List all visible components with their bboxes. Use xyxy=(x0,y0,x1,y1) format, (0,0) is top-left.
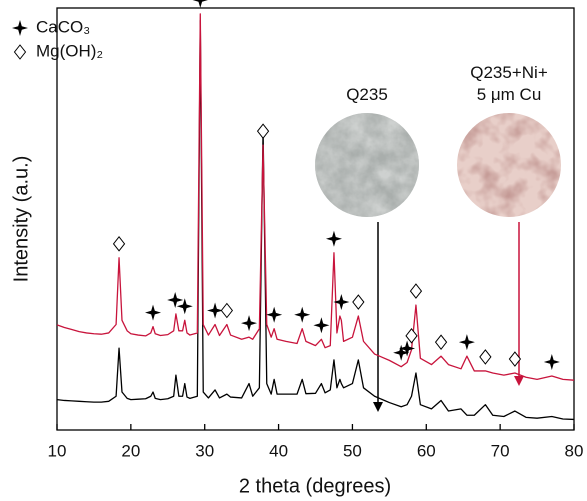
phase-marker xyxy=(544,354,560,370)
legend-symbol xyxy=(15,45,26,59)
arrow-head xyxy=(373,402,383,412)
phase-marker xyxy=(436,335,447,349)
x-tick-label: 60 xyxy=(417,441,436,460)
page: 2 theta (degrees) Intensity (a.u.) 10 20 3… xyxy=(0,0,587,501)
x-tick-label: 20 xyxy=(121,441,140,460)
phase-marker xyxy=(313,317,329,333)
phase-marker xyxy=(114,237,125,251)
phase-marker xyxy=(241,315,257,331)
inset-label: Q235 xyxy=(323,84,411,106)
arrow-head xyxy=(514,376,524,386)
y-axis-label: Intensity (a.u.) xyxy=(10,156,32,283)
legend-label: Mg(OH)₂ xyxy=(36,41,103,60)
x-tick-label: 50 xyxy=(343,441,362,460)
phase-marker xyxy=(459,334,475,350)
phase-marker xyxy=(406,329,417,343)
inset-label: Q235+Ni+ 5 μm Cu xyxy=(465,62,553,106)
phase-marker xyxy=(207,303,223,319)
phase-marker xyxy=(192,0,208,8)
phase-marker xyxy=(410,284,421,298)
phase-marker xyxy=(221,304,232,318)
inset-q235 xyxy=(315,113,419,217)
x-tick-label: 80 xyxy=(565,441,584,460)
phase-marker xyxy=(326,231,342,247)
inset-cu xyxy=(457,113,561,217)
phase-marker xyxy=(258,124,269,138)
x-tick-label: 40 xyxy=(269,441,288,460)
x-tick-label: 10 xyxy=(48,441,67,460)
x-tick-label: 30 xyxy=(195,441,214,460)
phase-marker xyxy=(294,307,310,323)
x-tick-label: 70 xyxy=(491,441,510,460)
phase-marker xyxy=(480,350,491,364)
legend-label: CaCO₃ xyxy=(36,17,90,36)
phase-marker xyxy=(353,295,364,309)
x-axis-label: 2 theta (degrees) xyxy=(239,475,391,497)
phase-marker xyxy=(145,305,161,321)
legend-symbol xyxy=(12,20,28,36)
phase-marker xyxy=(266,307,282,323)
